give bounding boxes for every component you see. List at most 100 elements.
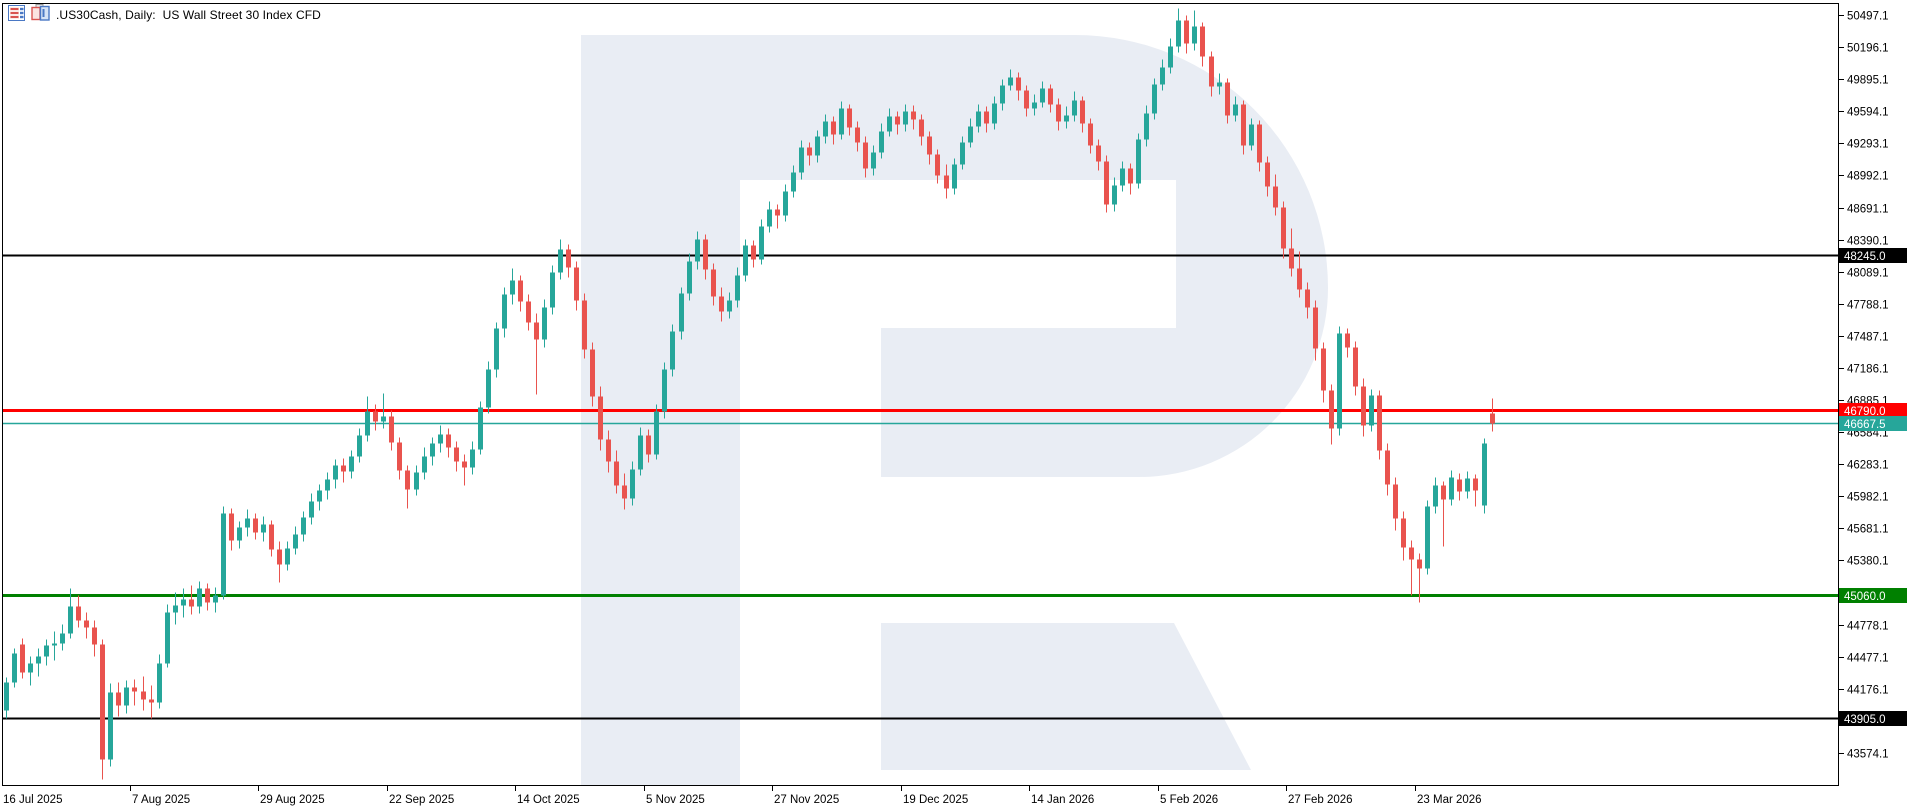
candle <box>309 501 314 518</box>
candle <box>1313 307 1318 349</box>
y-axis[interactable]: 50497.1 50196.1 49895.1 49594.1 49293.1 48992… <box>1838 0 1912 786</box>
candle <box>1152 84 1157 114</box>
candle <box>397 442 402 471</box>
candle <box>775 209 780 216</box>
price-label-badge <box>1839 403 1907 418</box>
candle <box>205 588 210 603</box>
candle <box>1200 26 1205 57</box>
candle <box>1168 46 1173 68</box>
candle <box>405 470 410 490</box>
candle <box>381 416 386 422</box>
y-tick-label: 44477.1 <box>1847 653 1889 665</box>
candle <box>976 111 981 127</box>
candle <box>1490 413 1495 424</box>
y-tick-label: 46283.1 <box>1847 460 1889 472</box>
candle <box>1225 82 1230 116</box>
candlestick-series[interactable] <box>4 8 1495 780</box>
candle <box>1297 268 1302 290</box>
y-tick-label: 48992.1 <box>1847 171 1889 183</box>
candle <box>245 518 250 528</box>
candle <box>1385 450 1390 485</box>
candle <box>470 449 475 468</box>
candle <box>1176 20 1181 47</box>
candle <box>992 103 997 124</box>
x-axis[interactable]: 16 Jul 2025 7 Aug 2025 29 Aug 2025 22 Sep 2… <box>0 785 1912 809</box>
candle <box>927 136 932 155</box>
candle <box>373 411 378 422</box>
price-label-text: 45060.0 <box>1844 591 1886 603</box>
candle <box>1032 102 1037 109</box>
candle <box>871 152 876 169</box>
candle <box>213 595 218 603</box>
candle <box>389 416 394 443</box>
candle <box>1345 333 1350 348</box>
candle <box>1088 123 1093 146</box>
candle <box>1369 395 1374 426</box>
candle <box>1409 547 1414 560</box>
candle <box>100 644 105 760</box>
candle <box>124 687 129 706</box>
candle <box>68 606 73 634</box>
candle <box>550 272 555 308</box>
candle <box>1273 186 1278 208</box>
candle <box>165 612 170 664</box>
candle <box>654 411 659 455</box>
candlestick-chart-icon <box>31 4 50 26</box>
candle <box>229 513 234 541</box>
candle <box>1120 168 1125 186</box>
y-tick-label: 48691.1 <box>1847 204 1889 216</box>
candle <box>108 692 113 760</box>
x-tick-label: 16 Jul 2025 <box>3 794 62 806</box>
x-tick-label: 29 Aug 2025 <box>260 794 325 806</box>
candle <box>526 301 531 323</box>
y-tick-label: 50196.1 <box>1847 43 1889 55</box>
candle <box>149 699 154 703</box>
x-axis-background[interactable] <box>0 786 1912 809</box>
candle <box>952 164 957 189</box>
candle <box>1241 104 1246 146</box>
y-axis-background[interactable] <box>1839 0 1912 785</box>
candle <box>735 275 740 301</box>
candle <box>1056 104 1061 122</box>
x-tick-label: 19 Dec 2025 <box>903 794 968 806</box>
candle <box>839 108 844 135</box>
x-tick-label: 23 Mar 2026 <box>1417 794 1482 806</box>
candle <box>534 322 539 340</box>
candle <box>28 663 33 673</box>
x-tick-label: 7 Aug 2025 <box>132 794 190 806</box>
candle <box>935 154 940 176</box>
candle <box>1465 478 1470 492</box>
candle <box>582 300 587 350</box>
candle <box>622 485 627 499</box>
candle <box>638 435 643 470</box>
candle <box>1016 77 1021 91</box>
candle <box>759 226 764 260</box>
candle <box>518 280 523 302</box>
y-tick-label: 43574.1 <box>1847 749 1889 761</box>
candle <box>365 411 370 436</box>
candle <box>293 534 298 549</box>
candle <box>566 249 571 268</box>
candle <box>341 465 346 472</box>
candle <box>751 245 756 260</box>
candle <box>1217 82 1222 87</box>
candle <box>116 692 121 706</box>
candle <box>4 682 9 711</box>
candle <box>1024 90 1029 109</box>
candle <box>807 147 812 156</box>
candle <box>1192 26 1197 44</box>
candle <box>261 524 266 533</box>
candle <box>687 261 692 294</box>
candle <box>1104 161 1109 205</box>
candle <box>1184 20 1189 44</box>
candle <box>1064 115 1069 122</box>
chart-header: .US30Cash, Daily: US Wall Street 30 Inde… <box>8 4 321 26</box>
candle <box>189 599 194 607</box>
candle <box>325 479 330 491</box>
candle <box>1337 333 1342 429</box>
candle <box>727 300 732 312</box>
candle <box>157 663 162 703</box>
candle <box>1441 485 1446 500</box>
candle <box>1209 56 1214 87</box>
